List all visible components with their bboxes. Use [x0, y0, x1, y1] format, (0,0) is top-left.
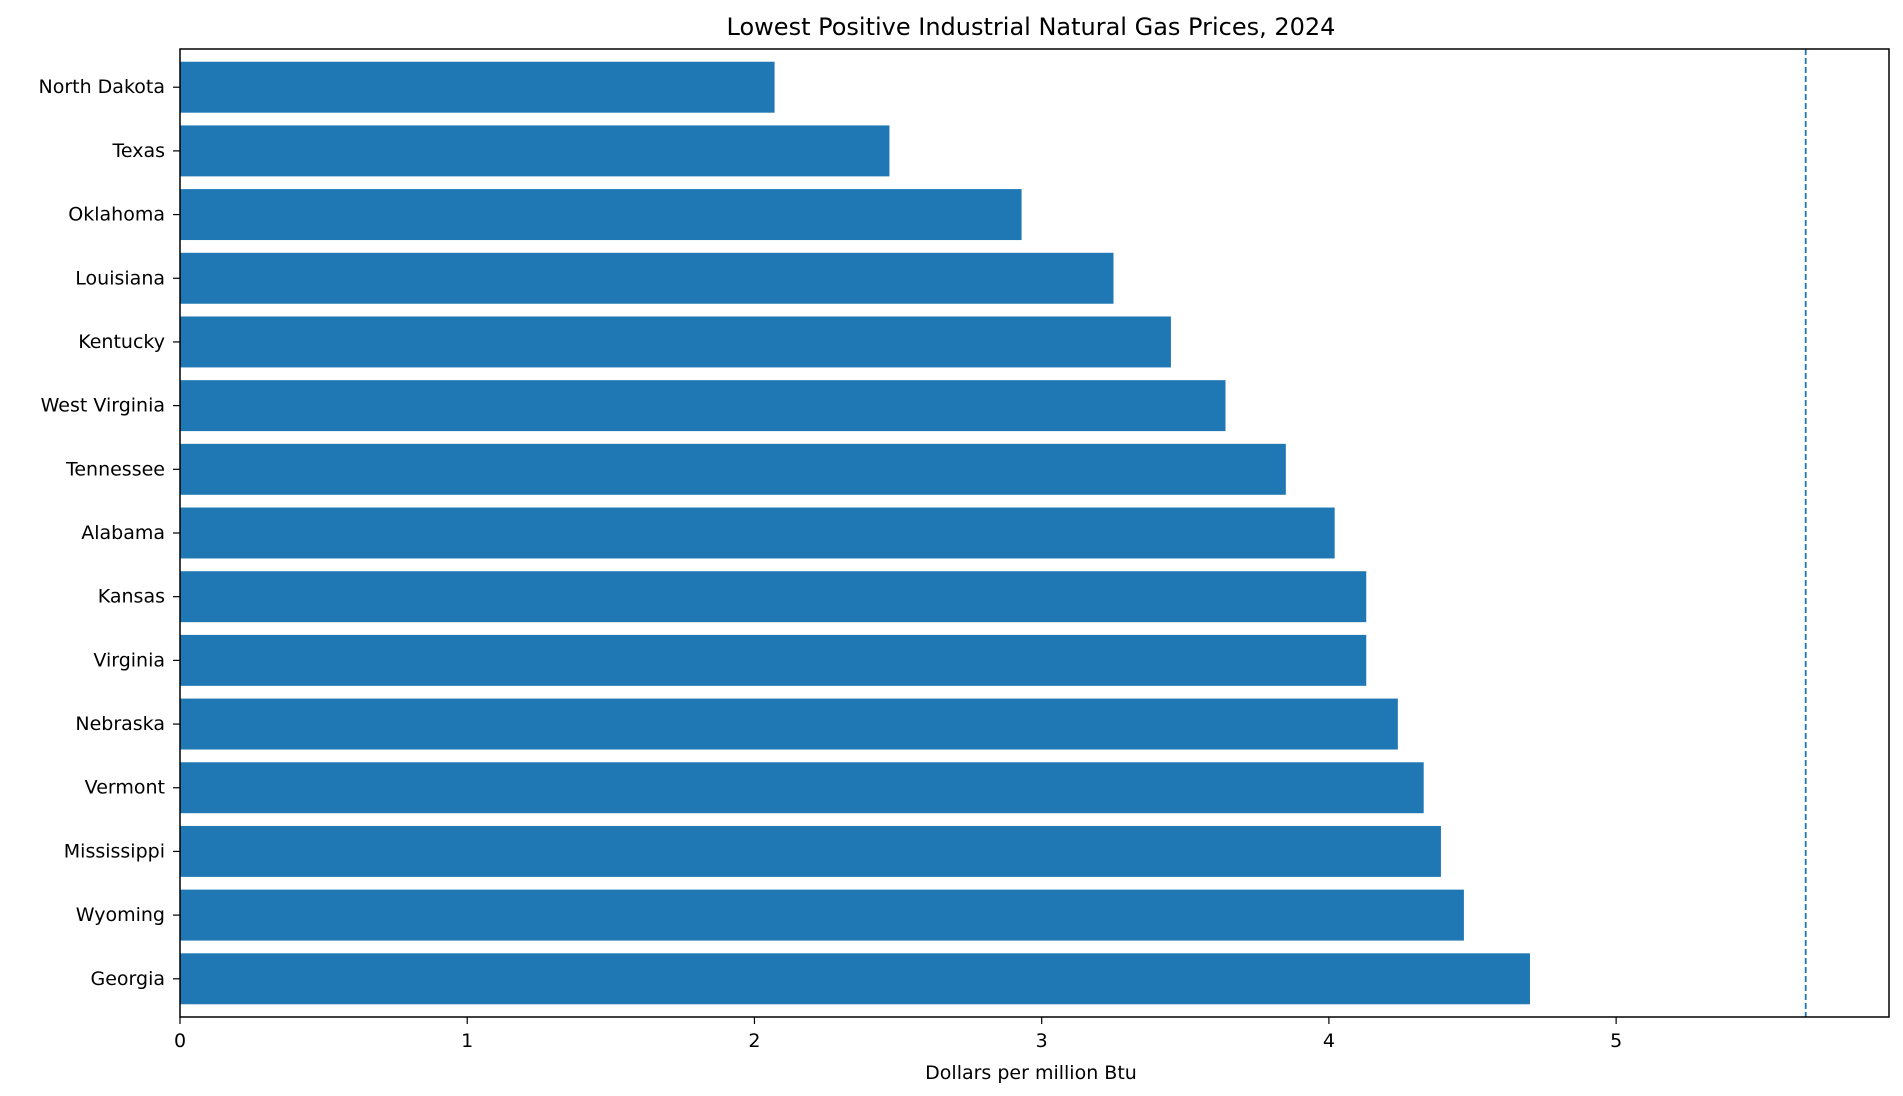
- bar-mississippi: [180, 825, 1441, 877]
- y-tick-label: Kansas: [98, 586, 165, 608]
- y-tick-label: Wyoming: [76, 904, 165, 926]
- y-tick-label: North Dakota: [39, 76, 166, 98]
- bar-kansas: [180, 571, 1367, 623]
- x-tick-label: 0: [174, 1030, 186, 1052]
- bar-virginia: [180, 634, 1367, 686]
- bar-georgia: [180, 953, 1530, 1005]
- bar-vermont: [180, 762, 1424, 814]
- y-tick-label: Texas: [111, 140, 165, 162]
- y-tick-label: West Virginia: [41, 395, 165, 417]
- y-axis-ticks: North Dakota Texas Oklahoma Louisiana Kentuc…: [39, 76, 180, 990]
- x-tick-label: 5: [1610, 1030, 1622, 1052]
- bar-north-dakota: [180, 61, 775, 113]
- y-tick-label: Virginia: [93, 649, 165, 671]
- y-tick-label: Nebraska: [75, 713, 165, 735]
- x-tick-label: 3: [1036, 1030, 1048, 1052]
- bar-kentucky: [180, 316, 1171, 368]
- bar-wyoming: [180, 889, 1464, 941]
- bar-oklahoma: [180, 189, 1022, 241]
- y-tick-label: Tennessee: [65, 458, 165, 480]
- y-tick-label: Vermont: [85, 777, 165, 799]
- x-tick-label: 4: [1323, 1030, 1335, 1052]
- y-tick-label: Louisiana: [75, 267, 165, 289]
- x-axis-label: Dollars per million Btu: [925, 1062, 1137, 1084]
- bar-nebraska: [180, 698, 1398, 750]
- y-tick-label: Oklahoma: [68, 204, 165, 226]
- bar-texas: [180, 125, 890, 177]
- bar-tennessee: [180, 443, 1286, 495]
- x-axis-ticks: 0 1 2 3 4 5: [174, 1017, 1622, 1052]
- y-tick-label: Mississippi: [64, 840, 165, 862]
- y-tick-label: Georgia: [91, 968, 166, 990]
- bar-louisiana: [180, 252, 1114, 304]
- y-tick-label: Kentucky: [78, 331, 165, 353]
- y-tick-label: Alabama: [81, 522, 165, 544]
- bar-west-virginia: [180, 380, 1226, 432]
- x-tick-label: 1: [461, 1030, 473, 1052]
- x-tick-label: 2: [748, 1030, 760, 1052]
- chart-title: Lowest Positive Industrial Natural Gas P…: [727, 13, 1336, 41]
- bars-group: [180, 61, 1530, 1005]
- bar-alabama: [180, 507, 1335, 559]
